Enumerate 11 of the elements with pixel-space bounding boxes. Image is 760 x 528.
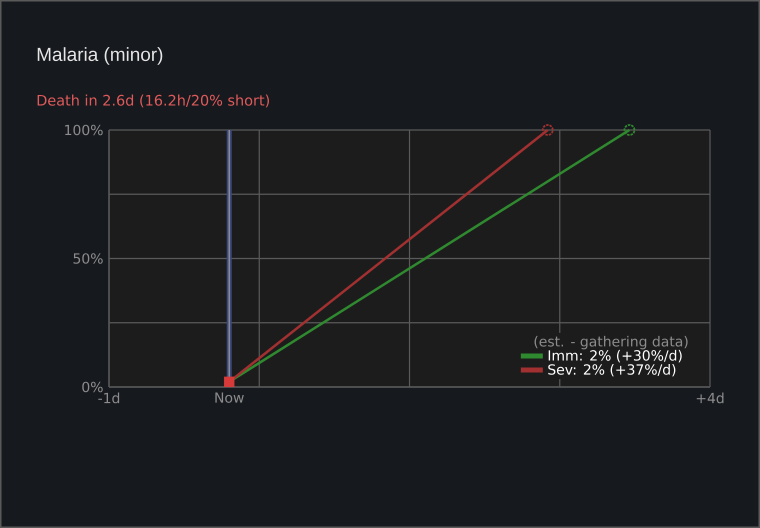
legend-label: Imm: 2% (+30%/d) [548, 350, 682, 362]
chart-subtitle: Death in 2.6d (16.2h/20% short) [38, 94, 269, 108]
x-tick-label: +4d [696, 392, 724, 404]
legend-label: Sev: 2% (+37%/d) [548, 364, 676, 376]
chart-title: Malaria (minor) [38, 47, 162, 65]
y-tick-label: 0% [82, 382, 103, 392]
legend-title: (est. - gathering data) [534, 336, 688, 350]
x-tick-label: -1d [98, 392, 120, 404]
y-tick-label: 100% [65, 124, 103, 136]
y-tick-label: 50% [74, 253, 103, 264]
x-tick-label: Now [215, 392, 244, 403]
